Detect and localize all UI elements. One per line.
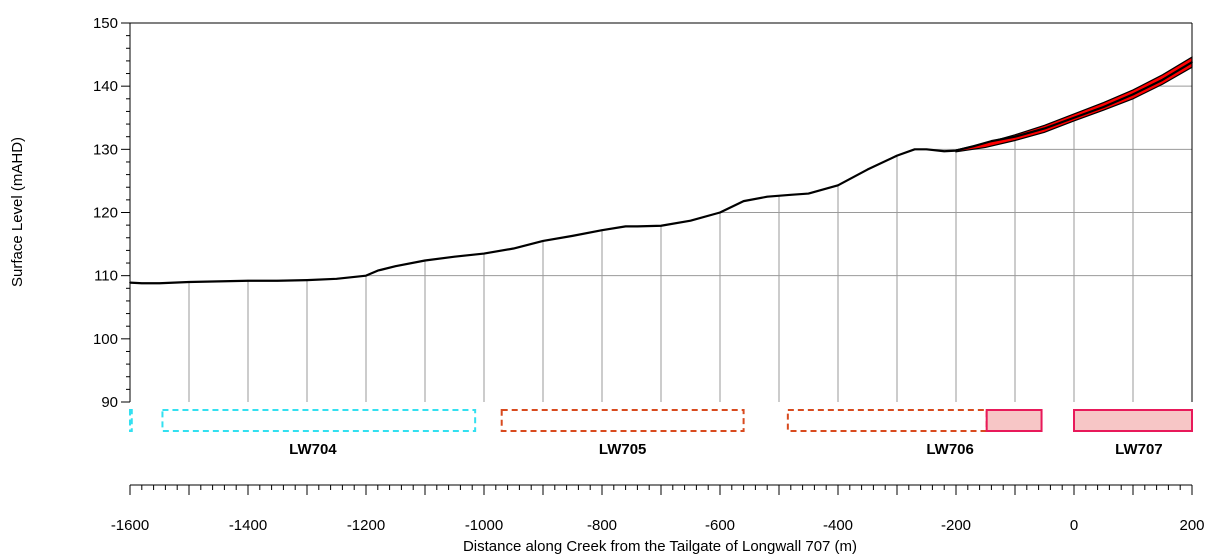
panel-label-LW707: LW707 xyxy=(1115,441,1163,458)
profile-point xyxy=(766,195,768,198)
panel-LW706-extracted xyxy=(985,409,1043,432)
profile-point xyxy=(790,194,792,196)
x-axis-title: Distance along Creek from the Tailgate o… xyxy=(463,538,857,555)
profile-point xyxy=(742,200,745,202)
surface-profile-line xyxy=(129,61,1193,285)
axes: 90 100 110 120 130 140 150 -1600 -1400 -1200 -1000… xyxy=(93,15,1205,534)
y-tick-label: 140 xyxy=(93,78,118,95)
profile-point xyxy=(866,168,869,171)
panel-LW704 xyxy=(129,409,133,432)
y-tick-label: 120 xyxy=(93,205,118,222)
profile-point xyxy=(660,224,662,227)
panel-label-LW704: LW704 xyxy=(289,441,337,458)
x-tick-label: -400 xyxy=(823,517,853,534)
profile-point xyxy=(276,279,279,282)
y-tick-label: 130 xyxy=(93,141,118,158)
profile-point xyxy=(955,149,957,152)
profile-point xyxy=(601,229,603,231)
x-tick-label: -600 xyxy=(705,517,735,534)
y-tick-label: 90 xyxy=(101,394,118,411)
profile-point xyxy=(1132,93,1134,96)
profile-point xyxy=(990,140,993,142)
x-tick-label: -200 xyxy=(941,517,971,534)
profile-point xyxy=(512,247,515,250)
profile-point xyxy=(636,225,639,228)
x-tick-label: -800 xyxy=(587,517,617,534)
x-tick-label: 200 xyxy=(1179,517,1204,534)
profile-point xyxy=(217,280,220,283)
profile-point xyxy=(158,282,161,285)
profile-point xyxy=(247,279,249,282)
y-tick-label: 100 xyxy=(93,331,118,348)
profile-point xyxy=(913,148,916,151)
profile-point xyxy=(925,148,928,151)
profile-point xyxy=(365,274,367,277)
x-tick-label: -1400 xyxy=(229,517,267,534)
panel-label-LW706: LW706 xyxy=(926,441,974,458)
y-tick-label: 150 xyxy=(93,15,118,32)
profile-point xyxy=(571,235,574,237)
profile-point xyxy=(807,192,810,195)
profile-point xyxy=(335,278,338,280)
x-tick-label: 0 xyxy=(1070,517,1078,534)
profile-point xyxy=(689,219,692,222)
profile-point xyxy=(542,240,544,242)
panel-LW705 xyxy=(500,409,745,432)
panel-LW707 xyxy=(1073,409,1193,432)
longwall-panels: LW704 LW705 LW706 LW707 xyxy=(129,409,1193,458)
profile-point xyxy=(453,255,456,258)
profile-point xyxy=(719,211,721,214)
profile-point xyxy=(483,252,485,255)
profile-point xyxy=(1102,106,1105,108)
profile-point xyxy=(1073,116,1075,119)
profile-point xyxy=(377,269,379,272)
profile-point xyxy=(1014,135,1016,138)
profile-point xyxy=(837,184,839,187)
x-tick-label: -1600 xyxy=(111,517,149,534)
profile-point xyxy=(624,225,627,228)
x-tick-label: -1000 xyxy=(465,517,503,534)
profile-point xyxy=(306,279,308,281)
y-tick-label: 110 xyxy=(94,268,118,285)
profile-point xyxy=(141,282,143,285)
x-tick-label: -1200 xyxy=(347,517,385,534)
profile-point xyxy=(188,281,190,283)
panel-label-LW705: LW705 xyxy=(599,441,647,458)
profile-point xyxy=(972,145,975,147)
profile-point xyxy=(424,259,426,262)
panel-LW704 xyxy=(161,409,477,432)
profile-point xyxy=(1161,79,1164,81)
grid-lines xyxy=(188,85,1192,402)
profile-point xyxy=(394,265,397,267)
panel-LW706 xyxy=(786,409,988,432)
y-axis-title: Surface Level (mAHD) xyxy=(9,137,26,287)
profile-point xyxy=(896,154,898,157)
profile-point xyxy=(943,150,945,153)
profile-point xyxy=(1043,127,1046,130)
